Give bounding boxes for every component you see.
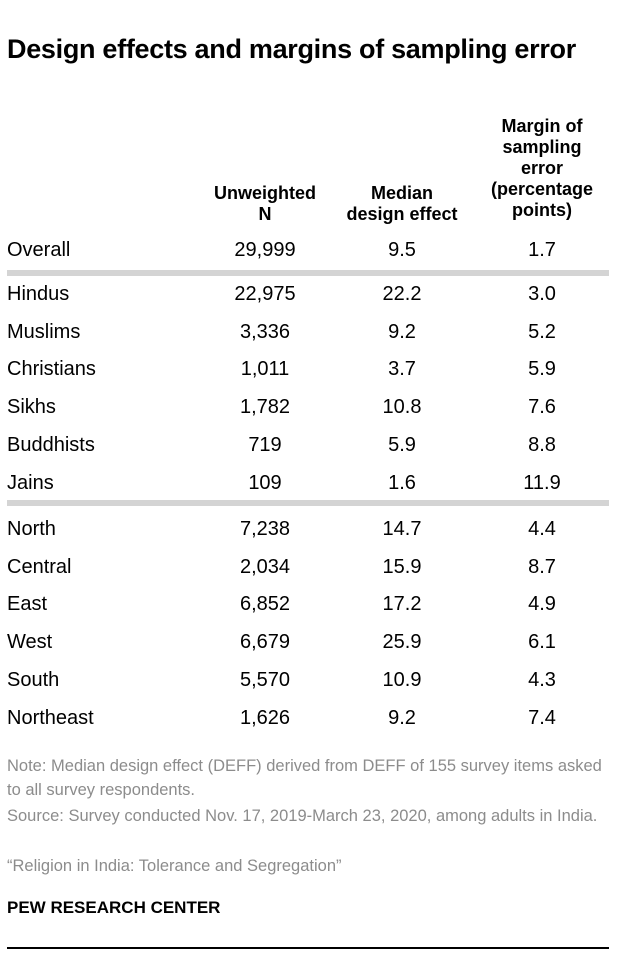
cell-unweighted-n: 2,034 <box>239 555 291 578</box>
table-row: Northeast 1,626 9.2 7.4 <box>0 701 620 738</box>
cell-margin-of-error: 7.6 <box>528 396 556 419</box>
cell-margin-of-error: 8.7 <box>528 555 556 578</box>
header-line: N <box>258 204 272 224</box>
bottom-rule <box>7 947 609 949</box>
header-unweighted-n: Unweighted N <box>195 183 335 225</box>
header-line: Unweighted <box>214 183 316 203</box>
report-title: “Religion in India: Tolerance and Segreg… <box>7 857 342 875</box>
header-line: Median <box>370 183 433 203</box>
header-line: error <box>520 158 564 178</box>
cell-unweighted-n: 1,011 <box>240 358 290 381</box>
cell-margin-of-error: 4.3 <box>528 668 556 691</box>
header-line: sampling <box>502 137 582 157</box>
table-row: Central 2,034 15.9 8.7 <box>0 550 620 587</box>
cell-design-effect: 10.8 <box>382 396 422 419</box>
cell-unweighted-n: 1,782 <box>239 396 291 419</box>
cell-unweighted-n: 1,626 <box>239 706 291 729</box>
row-label: East <box>7 593 48 616</box>
table-row: East 6,852 17.2 4.9 <box>0 587 620 624</box>
cell-unweighted-n: 3,336 <box>239 320 291 343</box>
cell-unweighted-n: 109 <box>248 471 282 494</box>
cell-design-effect: 22.2 <box>382 283 422 305</box>
chart-title: Design effects and margins of sampling e… <box>7 34 576 64</box>
cell-margin-of-error: 5.9 <box>528 358 556 381</box>
table-row: Christians 1,011 3.7 5.9 <box>0 352 620 389</box>
cell-design-effect: 14.7 <box>382 518 422 540</box>
cell-design-effect: 9.5 <box>388 239 416 261</box>
row-label: Muslims <box>7 320 81 343</box>
header-line: Margin of <box>501 116 583 136</box>
cell-design-effect: 25.9 <box>382 631 422 654</box>
cell-unweighted-n: 29,999 <box>234 239 296 261</box>
row-label: Sikhs <box>7 396 56 419</box>
table-row: Sikhs 1,782 10.8 7.6 <box>0 390 620 427</box>
row-label: West <box>7 631 53 654</box>
header-margin-of-error: Margin of sampling error (percentage poi… <box>472 116 612 221</box>
group-separator <box>7 270 609 276</box>
cell-margin-of-error: 1.7 <box>528 239 556 261</box>
cell-design-effect: 17.2 <box>382 593 422 616</box>
header-median-design-effect: Median design effect <box>327 183 477 225</box>
cell-design-effect: 5.9 <box>388 433 416 456</box>
row-label: Hindus <box>7 283 70 305</box>
row-label: Central <box>7 555 72 578</box>
table-row: South 5,570 10.9 4.3 <box>0 663 620 700</box>
cell-margin-of-error: 8.8 <box>528 433 556 456</box>
header-line: design effect <box>346 204 458 224</box>
cell-design-effect: 15.9 <box>382 555 422 578</box>
cell-unweighted-n: 5,570 <box>239 668 291 691</box>
row-label: Buddhists <box>7 433 95 456</box>
cell-margin-of-error: 11.9 <box>523 471 561 494</box>
table-row: Jains 109 1.6 11.9 <box>0 466 620 503</box>
cell-unweighted-n: 719 <box>248 433 282 456</box>
cell-margin-of-error: 6.1 <box>528 631 556 654</box>
cell-unweighted-n: 7,238 <box>239 518 291 540</box>
row-label: South <box>7 668 60 691</box>
cell-margin-of-error: 3.0 <box>528 283 556 305</box>
cell-unweighted-n: 6,852 <box>239 593 291 616</box>
pew-logo-text: PEW RESEARCH CENTER <box>7 898 221 917</box>
header-line: points) <box>512 200 572 220</box>
cell-design-effect: 10.9 <box>382 668 422 691</box>
cell-margin-of-error: 4.4 <box>528 518 556 540</box>
row-label: Christians <box>7 358 96 381</box>
cell-margin-of-error: 7.4 <box>528 706 556 729</box>
row-label: Overall <box>7 239 71 261</box>
row-label: North <box>7 518 56 540</box>
table-row: Hindus 22,975 22.2 3.0 <box>0 277 620 314</box>
cell-margin-of-error: 4.9 <box>528 593 556 616</box>
table-row: Buddhists 719 5.9 8.8 <box>0 428 620 465</box>
cell-unweighted-n: 22,975 <box>234 283 296 305</box>
source-text: Source: Survey conducted Nov. 17, 2019-M… <box>7 807 598 825</box>
cell-design-effect: 9.2 <box>388 320 416 343</box>
header-line: (percentage <box>490 179 594 199</box>
cell-margin-of-error: 5.2 <box>528 320 556 343</box>
cell-unweighted-n: 6,679 <box>239 631 291 654</box>
note-text: Note: Median design effect (DEFF) derive… <box>7 757 602 799</box>
cell-design-effect: 3.7 <box>388 358 416 381</box>
group-separator <box>7 500 609 506</box>
cell-design-effect: 1.6 <box>388 471 416 494</box>
table-row: Muslims 3,336 9.2 5.2 <box>0 315 620 352</box>
row-label: Jains <box>7 471 54 494</box>
table-row: West 6,679 25.9 6.1 <box>0 625 620 662</box>
row-label: Northeast <box>7 706 94 729</box>
table-row: North 7,238 14.7 4.4 <box>0 512 620 549</box>
table-row: Overall 29,999 9.5 1.7 <box>0 233 620 270</box>
cell-design-effect: 9.2 <box>388 706 416 729</box>
